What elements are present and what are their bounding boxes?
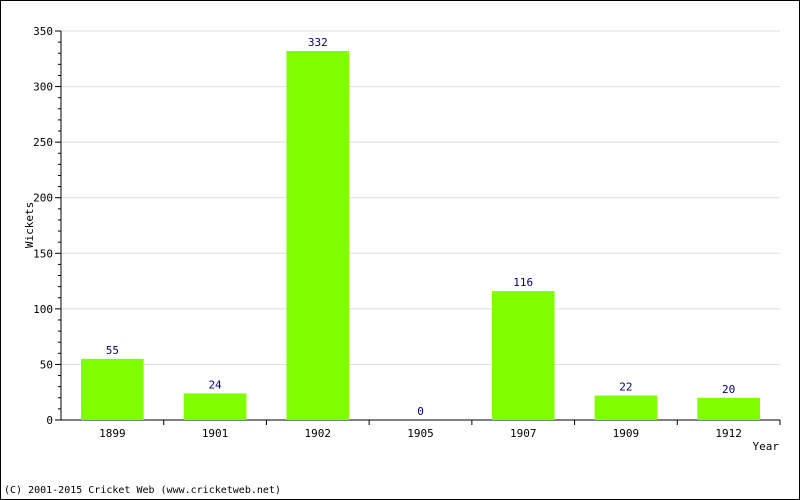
y-tick-label: 0 — [46, 414, 53, 427]
x-tick-label: 1902 — [305, 427, 332, 440]
copyright-text: (C) 2001-2015 Cricket Web (www.cricketwe… — [4, 485, 281, 496]
bar — [697, 397, 760, 420]
y-axis-label: Wickets — [23, 202, 36, 248]
x-tick-label: 1901 — [202, 427, 229, 440]
y-tick-label: 300 — [33, 81, 53, 94]
y-axis: 0 50 100 150 200 250 300 350 — [33, 25, 62, 427]
bar-value-label: 0 — [417, 405, 424, 418]
bar — [491, 291, 555, 420]
bar-value-label: 55 — [106, 344, 119, 357]
x-tick-label: 1909 — [613, 427, 640, 440]
y-tick-label: 50 — [40, 358, 53, 371]
bar — [81, 358, 144, 420]
y-tick-label: 100 — [33, 303, 53, 316]
x-tick-label: 1899 — [99, 427, 126, 440]
bar — [594, 395, 658, 420]
x-tick-label: 1907 — [510, 427, 537, 440]
bars — [81, 51, 760, 421]
bar-value-label: 332 — [308, 36, 328, 49]
bar-value-label: 20 — [722, 383, 735, 396]
x-axis: 1899 1901 1902 1905 1907 1909 1912 — [61, 419, 781, 440]
bar-value-label: 116 — [513, 276, 533, 289]
y-tick-label: 200 — [33, 192, 53, 205]
bar — [183, 393, 247, 420]
y-tick-label: 150 — [33, 247, 53, 260]
x-tick-label: 1905 — [407, 427, 434, 440]
x-axis-label: Year — [753, 440, 780, 453]
data-labels: 55 24 332 0 116 22 20 — [106, 36, 736, 418]
grid-lines — [61, 30, 780, 365]
bar-value-label: 24 — [208, 378, 222, 391]
y-tick-label: 250 — [33, 136, 53, 149]
bar-value-label: 22 — [619, 381, 632, 394]
x-tick-label: 1912 — [715, 427, 742, 440]
y-tick-label: 350 — [33, 25, 53, 38]
bar — [286, 51, 350, 421]
